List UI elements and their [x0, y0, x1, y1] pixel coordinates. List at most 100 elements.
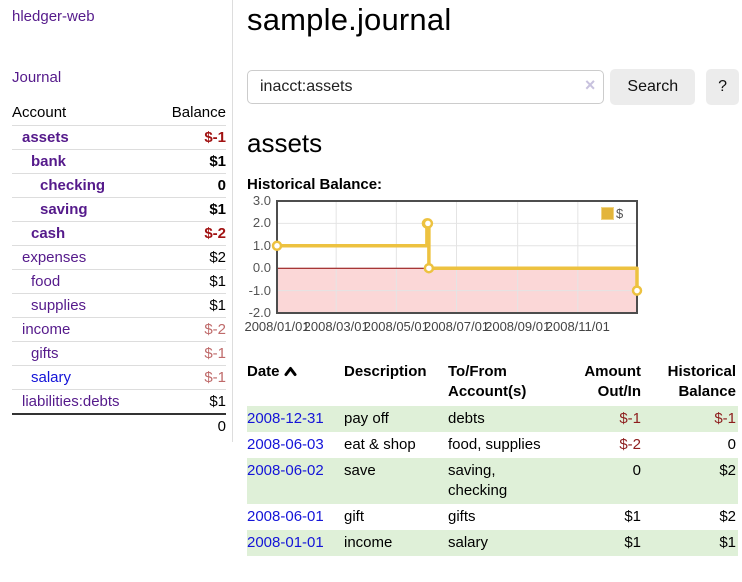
register-description-cell: income	[344, 530, 448, 556]
register-col-date-label: Date	[247, 363, 280, 380]
y-axis-tick-label: 0.0	[252, 260, 271, 276]
account-row: bank $1	[12, 149, 226, 174]
accounts-table: Account Balance assets $-1 bank $1 checking 0…	[12, 101, 226, 438]
search-form: × Search ?	[247, 69, 739, 105]
register-table: Date Description To/From Account(s) Amou…	[247, 360, 738, 556]
accounts-col-account: Account	[12, 104, 67, 121]
sidebar: hledger-web Journal Account Balance asse…	[0, 0, 233, 442]
account-name-cell: gifts	[12, 341, 155, 366]
register-col-date[interactable]: Date	[247, 360, 344, 406]
transaction-date-link[interactable]: 2008-06-01	[247, 508, 324, 525]
register-date-cell: 2008-06-03	[247, 432, 344, 458]
account-link[interactable]: bank	[31, 153, 67, 170]
account-name-cell: food	[12, 269, 155, 294]
account-link[interactable]: saving	[40, 201, 88, 218]
account-row: gifts $-1	[12, 341, 226, 366]
register-description-cell: gift	[344, 508, 365, 525]
account-row: expenses $2	[12, 245, 226, 270]
account-row: checking 0	[12, 173, 226, 198]
y-axis-tick-label: 3.0	[252, 193, 271, 208]
register-amount-cell: $-1	[558, 406, 643, 432]
account-balance: $1	[154, 293, 226, 318]
register-date-cell: 2008-06-02	[247, 458, 344, 504]
register-accounts-cell: gifts	[448, 508, 476, 525]
account-link[interactable]: checking	[40, 177, 106, 194]
x-axis-tick-label: 2008/01/01	[244, 319, 310, 334]
register-row: 2008-12-31 pay off debts $-1 $-1	[247, 406, 738, 432]
legend-swatch-icon	[601, 207, 614, 220]
account-balance: $2	[154, 245, 226, 270]
clear-search-icon[interactable]: ×	[584, 75, 596, 95]
y-axis-tick-label: -2.0	[248, 305, 271, 320]
legend-label: $	[616, 206, 624, 221]
transaction-date-link[interactable]: 2008-06-03	[247, 436, 324, 453]
search-input-wrap: ×	[247, 70, 605, 104]
y-axis-tick-label: 2.0	[252, 215, 271, 231]
account-row: supplies $1	[12, 293, 226, 318]
register-description-cell: pay off	[344, 406, 448, 432]
sidebar-item-journal[interactable]: Journal	[12, 69, 62, 86]
transaction-date-link[interactable]: 2008-06-02	[247, 462, 324, 479]
search-input[interactable]	[248, 71, 604, 103]
accounts-total-spacer	[12, 413, 155, 438]
account-row: salary $-1	[12, 365, 226, 390]
register-col-description: Description	[344, 363, 427, 380]
account-balance: $1	[154, 389, 226, 414]
account-link[interactable]: income	[22, 321, 71, 338]
register-accounts-cell: salary	[448, 530, 558, 556]
transaction-date-link[interactable]: 2008-12-31	[247, 410, 324, 427]
account-name-cell: cash	[12, 221, 155, 246]
account-name-cell: salary	[12, 365, 155, 390]
account-balance: $-2	[154, 221, 226, 246]
account-row: income $-2	[12, 317, 226, 342]
register-accounts-cell: food, supplies	[448, 436, 541, 453]
accounts-body: assets $-1 bank $1 checking 0 saving $1 cash $-2 e…	[12, 125, 226, 414]
account-link[interactable]: liabilities:debts	[22, 393, 120, 410]
register-balance-cell: $1	[643, 530, 738, 556]
account-link[interactable]: salary	[31, 369, 72, 386]
app-brand-link[interactable]: hledger-web	[12, 8, 95, 25]
x-axis-tick-label: 2008/09/01	[485, 319, 551, 334]
account-name-cell: supplies	[12, 293, 155, 318]
search-button[interactable]: Search	[610, 69, 696, 105]
register-balance-cell: $2	[643, 458, 738, 504]
sort-ascending-icon	[284, 367, 297, 376]
account-link[interactable]: cash	[31, 225, 66, 242]
register-amount-cell: 0	[558, 458, 643, 504]
register-row: 2008-06-01 gift gifts $1 $2	[247, 504, 738, 530]
register-col-amount: Amount Out/In	[584, 363, 641, 400]
register-row: 2008-01-01 income salary $1 $1	[247, 530, 738, 556]
transaction-date-link[interactable]: 2008-01-01	[247, 534, 324, 551]
register-header-row: Date Description To/From Account(s) Amou…	[247, 360, 738, 406]
account-link[interactable]: food	[31, 273, 61, 290]
accounts-header-row: Account Balance	[12, 101, 226, 126]
register-accounts-cell: debts	[448, 406, 558, 432]
register-balance-cell: 0	[727, 436, 736, 453]
account-balance: $1	[154, 149, 226, 174]
account-name-cell: liabilities:debts	[12, 389, 155, 414]
account-link[interactable]: supplies	[31, 297, 87, 314]
register-date-cell: 2008-12-31	[247, 406, 344, 432]
accounts-col-balance: Balance	[171, 104, 226, 121]
account-balance: $-1	[154, 365, 226, 390]
register-description-cell: eat & shop	[344, 436, 416, 453]
account-link[interactable]: assets	[22, 129, 69, 146]
y-axis-tick-label: 1.0	[252, 237, 271, 253]
account-link[interactable]: expenses	[22, 249, 87, 266]
register-amount-cell: $-2	[619, 436, 641, 453]
account-balance: $1	[154, 197, 226, 222]
account-heading: assets	[247, 128, 323, 158]
y-axis-tick-label: -1.0	[248, 282, 271, 298]
register-accounts-cell: saving, checking	[448, 458, 558, 504]
account-link[interactable]: gifts	[31, 345, 59, 362]
register-description-cell: save	[344, 458, 448, 504]
register-col-account: To/From Account(s)	[448, 363, 527, 400]
account-row: assets $-1	[12, 125, 226, 150]
help-button[interactable]: ?	[706, 69, 739, 105]
register-body: 2008-12-31 pay off debts $-1 $-1 2008-06-03 ea…	[247, 406, 738, 556]
page-title: sample.journal	[247, 2, 452, 37]
account-name-cell: income	[12, 317, 155, 342]
account-name-cell: expenses	[12, 245, 155, 270]
account-name-cell: saving	[12, 197, 155, 222]
account-row: food $1	[12, 269, 226, 294]
